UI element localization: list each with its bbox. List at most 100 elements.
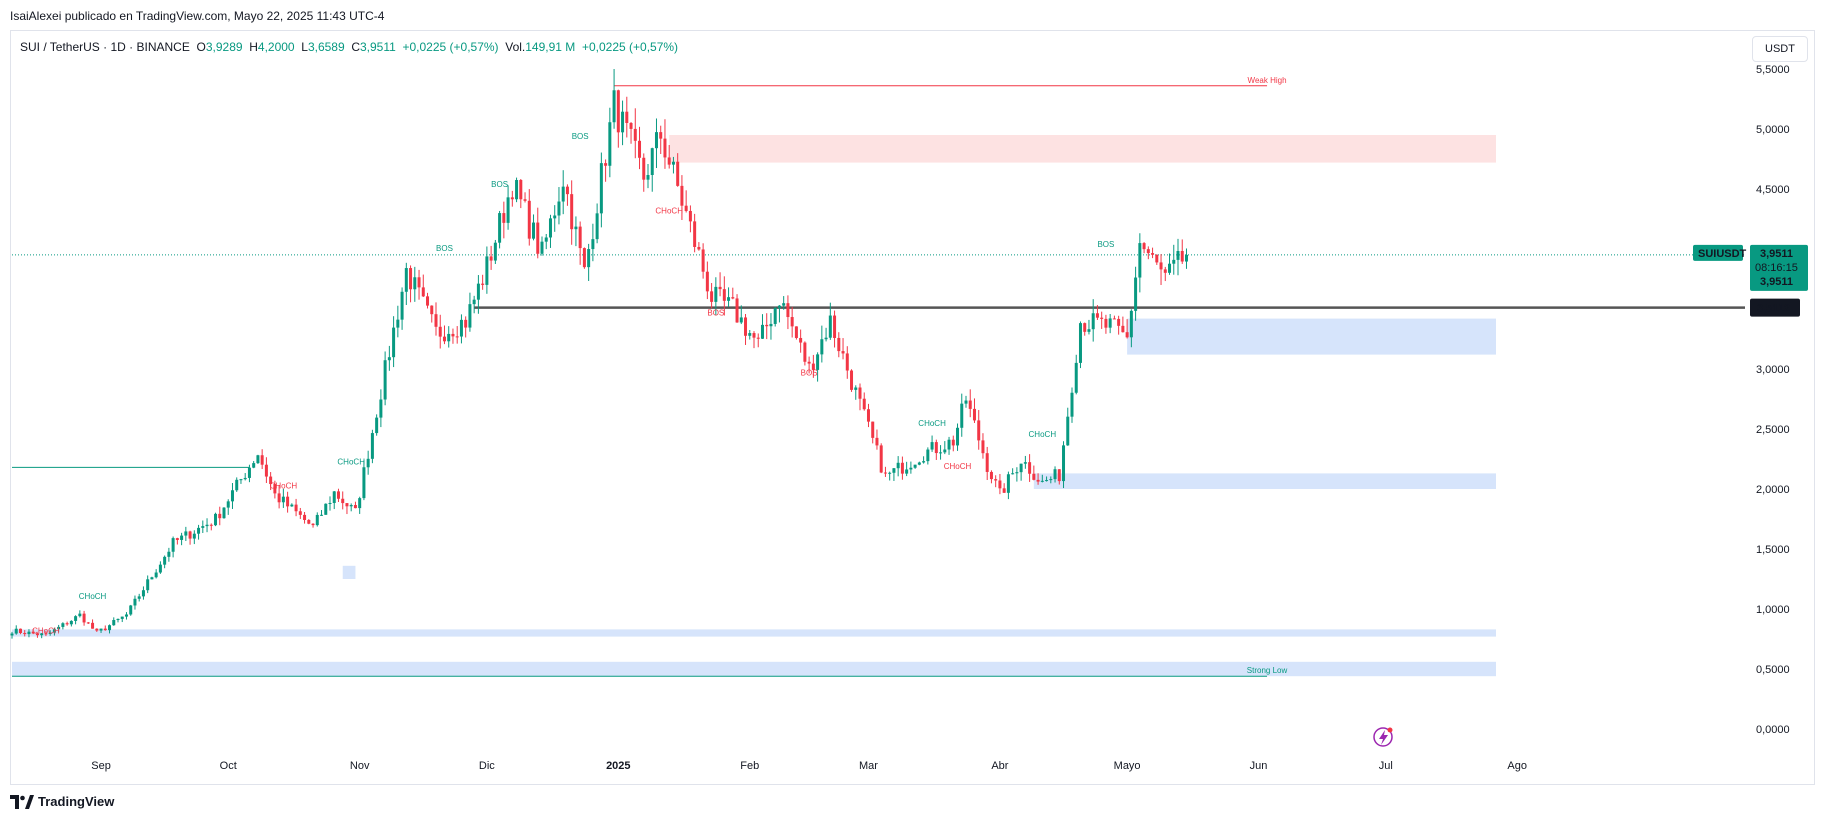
candle-body[interactable]: [392, 327, 396, 358]
candle-body[interactable]: [671, 161, 675, 165]
candle-body[interactable]: [1036, 479, 1040, 482]
candle-body[interactable]: [875, 437, 879, 446]
candle-body[interactable]: [421, 287, 425, 297]
candle-body[interactable]: [553, 215, 557, 219]
candle-body[interactable]: [311, 523, 315, 526]
candle-body[interactable]: [714, 286, 718, 302]
candle-body[interactable]: [332, 491, 336, 503]
candle-body[interactable]: [621, 111, 625, 133]
candle-body[interactable]: [1011, 473, 1015, 475]
candle-body[interactable]: [52, 629, 56, 633]
candle-body[interactable]: [1095, 313, 1099, 318]
candle-body[interactable]: [150, 577, 154, 580]
candle-body[interactable]: [362, 467, 366, 499]
candle-body[interactable]: [837, 337, 841, 352]
candle-body[interactable]: [1049, 479, 1053, 481]
candle-body[interactable]: [481, 283, 485, 285]
candle-body[interactable]: [892, 468, 896, 473]
candle-body[interactable]: [353, 505, 357, 509]
candle-body[interactable]: [782, 303, 786, 306]
candle-body[interactable]: [540, 241, 544, 254]
candle-body[interactable]: [633, 128, 637, 141]
candle-body[interactable]: [141, 590, 145, 597]
candle-body[interactable]: [604, 163, 608, 166]
candle-body[interactable]: [718, 286, 722, 290]
candle-body[interactable]: [1151, 253, 1155, 255]
candle-body[interactable]: [744, 317, 748, 336]
candle-body[interactable]: [256, 455, 260, 464]
candle-body[interactable]: [519, 180, 523, 200]
candle-body[interactable]: [99, 628, 103, 631]
candle-body[interactable]: [943, 449, 947, 453]
candle-body[interactable]: [900, 462, 904, 474]
candle-body[interactable]: [133, 598, 137, 606]
candle-body[interactable]: [158, 564, 162, 573]
candle-body[interactable]: [247, 467, 251, 478]
candle-body[interactable]: [934, 442, 938, 454]
candle-body[interactable]: [616, 90, 620, 133]
candle-body[interactable]: [964, 400, 968, 404]
candle-body[interactable]: [888, 472, 892, 474]
candle-body[interactable]: [366, 458, 370, 468]
candle-body[interactable]: [455, 336, 459, 338]
candle-body[interactable]: [281, 496, 285, 503]
candle-body[interactable]: [574, 226, 578, 230]
candle-body[interactable]: [320, 514, 324, 516]
candle-body[interactable]: [459, 319, 463, 337]
candle-body[interactable]: [998, 480, 1002, 489]
candle-body[interactable]: [243, 477, 247, 480]
candle-body[interactable]: [506, 197, 510, 223]
candle-body[interactable]: [1070, 392, 1074, 417]
candle-body[interactable]: [476, 283, 480, 300]
candle-body[interactable]: [192, 533, 196, 539]
candle-body[interactable]: [981, 440, 985, 454]
candle-body[interactable]: [14, 628, 18, 634]
candle-body[interactable]: [756, 337, 760, 339]
candle-body[interactable]: [638, 140, 642, 158]
candle-body[interactable]: [1062, 445, 1066, 482]
candle-body[interactable]: [27, 631, 31, 635]
candle-body[interactable]: [1040, 480, 1044, 482]
candle-body[interactable]: [426, 296, 430, 306]
candle-body[interactable]: [57, 626, 61, 630]
candle-body[interactable]: [252, 463, 256, 468]
candle-body[interactable]: [858, 387, 862, 399]
candle-body[interactable]: [23, 633, 27, 635]
candle-body[interactable]: [951, 439, 955, 446]
candle-body[interactable]: [845, 353, 849, 371]
candle-body[interactable]: [396, 319, 400, 328]
candle-body[interactable]: [1100, 317, 1104, 319]
candle-body[interactable]: [828, 315, 832, 338]
candle-body[interactable]: [375, 417, 379, 434]
candle-body[interactable]: [124, 614, 128, 617]
candle-body[interactable]: [548, 218, 552, 238]
candle-body[interactable]: [905, 469, 909, 474]
candle-body[interactable]: [349, 505, 353, 507]
candle-body[interactable]: [10, 633, 14, 636]
candle-body[interactable]: [226, 501, 230, 508]
candle-body[interactable]: [705, 271, 709, 292]
candle-body[interactable]: [1168, 263, 1172, 273]
candle-body[interactable]: [31, 631, 35, 634]
candle-body[interactable]: [387, 357, 391, 361]
candle-body[interactable]: [489, 256, 493, 261]
candle-body[interactable]: [1117, 318, 1121, 326]
candle-body[interactable]: [790, 317, 794, 327]
candle-body[interactable]: [625, 111, 629, 123]
candle-body[interactable]: [939, 452, 943, 454]
candle-body[interactable]: [866, 409, 870, 422]
candle-body[interactable]: [404, 268, 408, 292]
candle-body[interactable]: [752, 333, 756, 338]
candle-body[interactable]: [370, 433, 374, 459]
candle-body[interactable]: [18, 628, 22, 634]
candle-body[interactable]: [1074, 362, 1078, 393]
candle-body[interactable]: [667, 157, 671, 165]
candle-body[interactable]: [188, 531, 192, 539]
candle-body[interactable]: [582, 248, 586, 268]
candle-body[interactable]: [1066, 416, 1070, 446]
candle-body[interactable]: [684, 205, 688, 211]
candle-body[interactable]: [956, 427, 960, 446]
candle-body[interactable]: [129, 605, 133, 615]
candle-body[interactable]: [629, 122, 633, 129]
candle-body[interactable]: [1091, 313, 1095, 330]
